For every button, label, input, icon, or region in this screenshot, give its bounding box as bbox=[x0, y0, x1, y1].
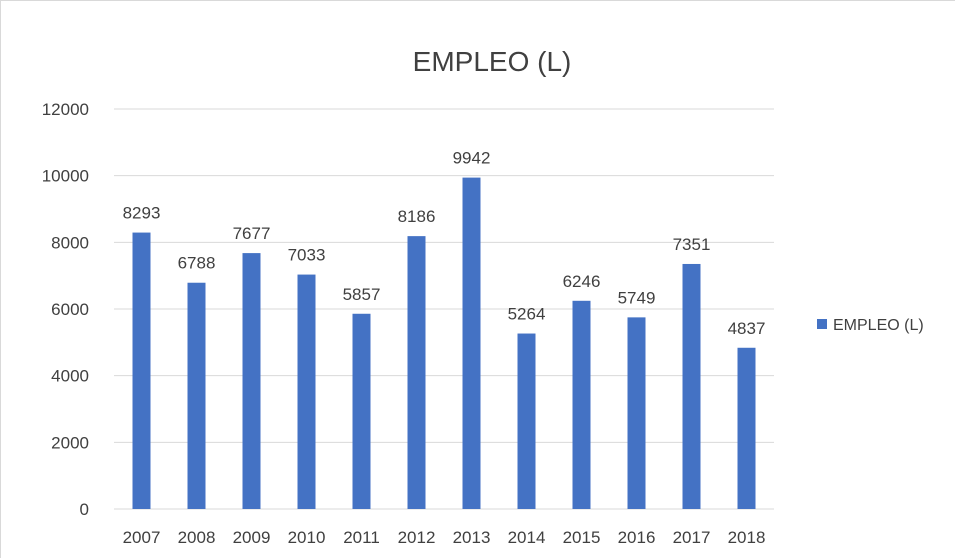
data-label: 7677 bbox=[233, 224, 271, 243]
bar bbox=[187, 282, 206, 509]
x-tick-label: 2013 bbox=[453, 528, 491, 547]
y-tick-label: 0 bbox=[80, 500, 89, 519]
x-axis-tick-labels: 2007 2008 2009 2010 2011 2012 2013 2014 2015 2016… bbox=[123, 528, 766, 547]
bar bbox=[737, 347, 756, 509]
data-label: 5857 bbox=[343, 285, 381, 304]
y-tick-label: 4000 bbox=[51, 367, 89, 386]
x-tick-label: 2018 bbox=[728, 528, 766, 547]
y-tick-label: 8000 bbox=[51, 233, 89, 252]
x-tick-label: 2011 bbox=[343, 528, 380, 547]
legend-label: EMPLEO (L) bbox=[833, 317, 924, 334]
data-label: 9942 bbox=[453, 149, 491, 168]
bar bbox=[462, 177, 481, 509]
data-label: 5264 bbox=[508, 305, 546, 324]
gridlines bbox=[114, 108, 774, 510]
y-tick-label: 6000 bbox=[51, 300, 89, 319]
x-tick-label: 2017 bbox=[673, 528, 711, 547]
data-labels: 8293 6788 7677 7033 5857 8186 9942 5264 6246 5749… bbox=[123, 149, 766, 338]
bar bbox=[682, 263, 701, 509]
bar bbox=[572, 300, 591, 509]
x-tick-label: 2007 bbox=[123, 528, 161, 547]
y-tick-label: 12000 bbox=[42, 100, 89, 119]
data-label: 4837 bbox=[728, 319, 766, 338]
bars bbox=[132, 177, 756, 510]
x-tick-label: 2010 bbox=[288, 528, 326, 547]
x-tick-label: 2016 bbox=[618, 528, 656, 547]
x-tick-label: 2012 bbox=[398, 528, 436, 547]
x-tick-label: 2015 bbox=[563, 528, 601, 547]
data-label: 5749 bbox=[618, 288, 656, 307]
data-label: 6246 bbox=[563, 272, 601, 291]
bar bbox=[132, 232, 151, 510]
x-tick-label: 2014 bbox=[508, 528, 546, 547]
bar bbox=[297, 274, 316, 509]
bar bbox=[517, 333, 536, 509]
y-axis-tick-labels: 0 2000 4000 6000 8000 10000 12000 bbox=[42, 100, 89, 519]
data-label: 8293 bbox=[123, 204, 161, 223]
data-label: 8186 bbox=[398, 207, 436, 226]
legend: EMPLEO (L) bbox=[817, 317, 924, 334]
x-tick-label: 2009 bbox=[233, 528, 271, 547]
chart-title: EMPLEO (L) bbox=[413, 46, 572, 77]
bar bbox=[407, 236, 426, 509]
data-label: 7033 bbox=[288, 246, 326, 265]
bar bbox=[242, 253, 261, 509]
x-tick-label: 2008 bbox=[178, 528, 216, 547]
data-label: 7351 bbox=[673, 235, 711, 254]
y-tick-label: 2000 bbox=[51, 433, 89, 452]
data-label: 6788 bbox=[178, 254, 216, 273]
bar bbox=[627, 317, 646, 509]
legend-swatch bbox=[817, 319, 827, 329]
y-tick-label: 10000 bbox=[42, 167, 89, 186]
bar bbox=[352, 313, 371, 509]
